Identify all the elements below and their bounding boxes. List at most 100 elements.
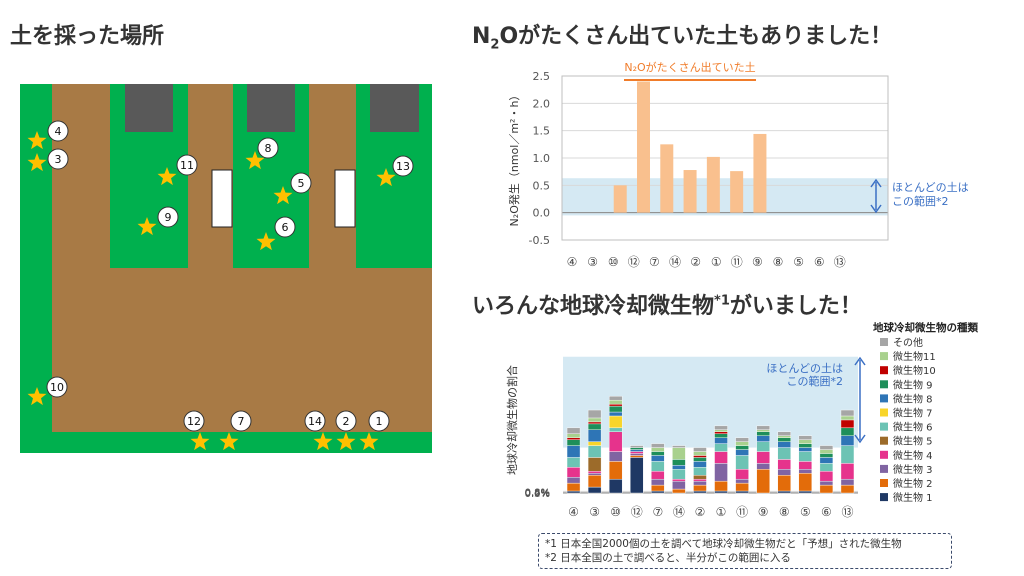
n2o-category-label: ③: [587, 255, 598, 269]
site-star-3: [27, 153, 47, 172]
community-bar-segment: [840, 478, 855, 486]
n2o-band-note-line: この範囲*2: [892, 194, 949, 208]
community-bar-segment: [735, 469, 749, 480]
site-star-14: [313, 432, 333, 451]
site-label-12: 12: [187, 415, 201, 428]
map-post-2: [334, 169, 356, 228]
site-label-circle-8: [257, 137, 279, 159]
community-bar-segment: [693, 480, 707, 486]
n2o-category-label: ⑫: [628, 255, 640, 269]
community-bar-segment: [819, 480, 834, 486]
community-bar-segment: [651, 490, 665, 494]
community-bar-segment: [608, 461, 623, 480]
community-bar-segment: [566, 482, 581, 492]
community-bar-segment: [566, 427, 581, 434]
footnote-box: *1 日本全国2000個の土を調べて地球冷却微生物だと「予想」された微生物 *2…: [538, 533, 952, 569]
site-label-5: 5: [298, 177, 305, 190]
n2o-category-label: ⑨: [752, 255, 763, 269]
n2o-ytick-label: -0.5: [529, 234, 550, 247]
map-grass-background: [20, 84, 432, 453]
community-bar-segment: [756, 451, 770, 464]
community-typical-band: [563, 356, 858, 448]
n2o-y-axis-label: N₂O発生（nmol／m²・h）: [507, 90, 521, 227]
community-bar-segment: [693, 447, 707, 452]
community-bar-segment: [587, 409, 602, 419]
community-bar-segment: [735, 455, 749, 470]
community-bar-segment: [714, 429, 728, 432]
site-label-14: 14: [308, 415, 322, 428]
site-star-2: [336, 432, 356, 451]
community-bar-segment: [651, 447, 665, 452]
community-band-arrow-head-down: [854, 434, 866, 444]
community-band-note-line: ほとんどの土は: [766, 362, 843, 375]
community-legend-swatch: [880, 422, 888, 431]
community-bar-segment: [840, 445, 855, 464]
community-bar-segment: [672, 469, 686, 480]
community-bar-segment: [735, 441, 749, 446]
community-bar-segment: [756, 463, 770, 470]
site-star-1: [359, 432, 379, 451]
community-bar-segment: [777, 441, 791, 448]
map-post-1: [211, 169, 233, 228]
map-building-2: [247, 84, 295, 132]
community-legend-label: 微生物 4: [893, 449, 933, 462]
community-bar-segment: [819, 484, 834, 494]
community-bar-segment: [756, 425, 770, 431]
community-bar-segment: [798, 469, 813, 474]
community-bar-segment: [714, 437, 728, 444]
community-bar-segment: [672, 459, 686, 466]
n2o-bar: [683, 170, 697, 213]
site-label-2: 2: [343, 415, 350, 428]
community-bar-segment: [735, 437, 749, 442]
site-star-12: [190, 432, 210, 451]
community-bar-segment: [608, 411, 623, 417]
site-label-9: 9: [165, 211, 172, 224]
community-title-post: がいました！: [729, 294, 862, 319]
footnote-2: *2 日本全国の土で調べると、半分がこの範囲に入る: [545, 552, 791, 564]
n2o-title-post: Oがたくさん出ていた土もありました！: [499, 24, 893, 49]
n2o-category-label: ⑬: [834, 255, 846, 269]
site-label-circle-3: [47, 148, 69, 170]
community-bar-segment: [587, 441, 602, 446]
site-label-6: 6: [282, 221, 289, 234]
community-bar-segment: [777, 459, 791, 470]
community-title: いろんな地球冷却微生物*1がいました！: [472, 288, 862, 320]
community-bar-segment: [608, 399, 623, 405]
site-label-1: 1: [376, 415, 383, 428]
community-bar-segment: [587, 471, 602, 474]
site-label-circle-5: [290, 172, 312, 194]
community-bar-segment: [587, 417, 602, 423]
n2o-title: N2Oがたくさん出ていた土もありました！: [472, 18, 892, 52]
community-bar-segment: [587, 423, 602, 431]
community-bar-segment: [672, 445, 686, 448]
community-legend-swatch: [880, 352, 888, 361]
map-title: 土を採った場所: [10, 24, 165, 49]
n2o-category-label: ①: [711, 255, 722, 269]
community-bar-segment: [840, 419, 855, 429]
community-bar-segment: [798, 447, 813, 452]
site-star-7: [219, 432, 239, 451]
site-label-10: 10: [50, 381, 64, 394]
community-bar-segment: [714, 480, 728, 492]
community-bar-segment: [608, 451, 623, 462]
community-bar-segment: [777, 431, 791, 436]
community-category-label: ⑥: [821, 505, 832, 519]
n2o-ytick-label: 1.0: [533, 152, 551, 165]
n2o-bar: [706, 156, 720, 213]
n2o-category-label: ⑧: [773, 255, 784, 269]
community-bar-segment: [630, 449, 644, 452]
n2o-bar: [730, 171, 744, 213]
community-legend-label: その他: [893, 336, 923, 349]
community-bar-segment: [798, 435, 813, 440]
community-ytick-label: 0.0%: [525, 489, 550, 500]
community-legend-title: 地球冷却微生物の種類: [873, 321, 978, 334]
site-label-circle-2: [335, 410, 357, 432]
community-category-label: ⑤: [800, 505, 811, 519]
site-star-5: [273, 186, 293, 205]
community-bar-segment: [777, 447, 791, 460]
community-category-label: ②: [695, 505, 706, 519]
community-bar-segment: [587, 475, 602, 488]
community-bar-segment: [756, 469, 770, 494]
community-bar-segment: [819, 457, 834, 464]
n2o-high-label: N₂Oがたくさん出ていた土: [624, 60, 755, 74]
